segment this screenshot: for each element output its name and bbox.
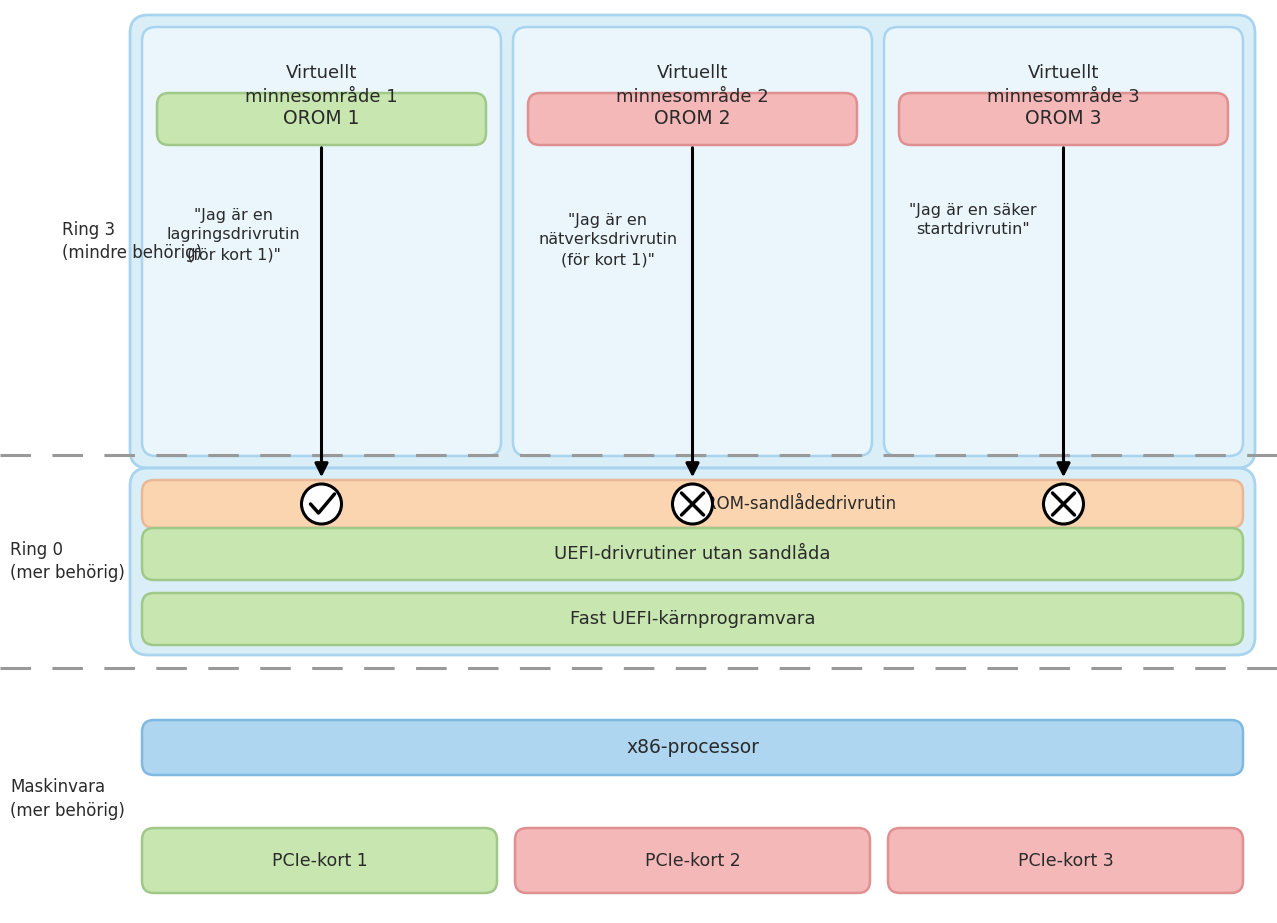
- Text: Maskinvara
(mer behörig): Maskinvara (mer behörig): [10, 778, 125, 820]
- FancyBboxPatch shape: [142, 828, 497, 893]
- Circle shape: [301, 484, 341, 524]
- FancyBboxPatch shape: [157, 93, 487, 145]
- FancyBboxPatch shape: [515, 828, 870, 893]
- Text: Virtuellt
minnesområde 2: Virtuellt minnesområde 2: [616, 65, 769, 106]
- Text: PCIe-kort 2: PCIe-kort 2: [645, 852, 741, 869]
- Text: OROM 1: OROM 1: [283, 110, 360, 128]
- Text: OROM 3: OROM 3: [1025, 110, 1102, 128]
- FancyBboxPatch shape: [513, 27, 872, 456]
- Text: Ring 0
(mer behörig): Ring 0 (mer behörig): [10, 541, 125, 582]
- Text: "Jag är en
nätverksdrivrutin
(för kort 1)": "Jag är en nätverksdrivrutin (för kort 1…: [538, 212, 677, 268]
- FancyBboxPatch shape: [888, 828, 1243, 893]
- FancyBboxPatch shape: [884, 27, 1243, 456]
- Text: Fast UEFI-kärnprogramvara: Fast UEFI-kärnprogramvara: [570, 610, 815, 628]
- FancyBboxPatch shape: [142, 528, 1243, 580]
- Text: OROM-sandlådedrivrutin: OROM-sandlådedrivrutin: [692, 495, 896, 513]
- Text: Virtuellt
minnesområde 1: Virtuellt minnesområde 1: [245, 65, 398, 106]
- Text: PCIe-kort 3: PCIe-kort 3: [1018, 852, 1114, 869]
- Text: UEFI-drivrutiner utan sandlåda: UEFI-drivrutiner utan sandlåda: [554, 545, 831, 563]
- FancyBboxPatch shape: [527, 93, 857, 145]
- FancyBboxPatch shape: [130, 15, 1255, 468]
- Text: Ring 3
(mindre behörig): Ring 3 (mindre behörig): [63, 221, 202, 262]
- FancyBboxPatch shape: [142, 27, 501, 456]
- Text: OROM 2: OROM 2: [654, 110, 730, 128]
- Circle shape: [673, 484, 713, 524]
- FancyBboxPatch shape: [142, 593, 1243, 645]
- Text: "Jag är en säker
startdrivrutin": "Jag är en säker startdrivrutin": [909, 203, 1037, 237]
- FancyBboxPatch shape: [142, 720, 1243, 775]
- Text: Virtuellt
minnesområde 3: Virtuellt minnesområde 3: [987, 65, 1140, 106]
- Text: x86-processor: x86-processor: [626, 738, 759, 757]
- Circle shape: [1043, 484, 1083, 524]
- FancyBboxPatch shape: [130, 468, 1255, 655]
- FancyBboxPatch shape: [142, 480, 1243, 528]
- Text: "Jag är en
lagringsdrivrutin
(för kort 1)": "Jag är en lagringsdrivrutin (för kort 1…: [167, 208, 300, 262]
- FancyBboxPatch shape: [899, 93, 1228, 145]
- Text: PCIe-kort 1: PCIe-kort 1: [272, 852, 368, 869]
